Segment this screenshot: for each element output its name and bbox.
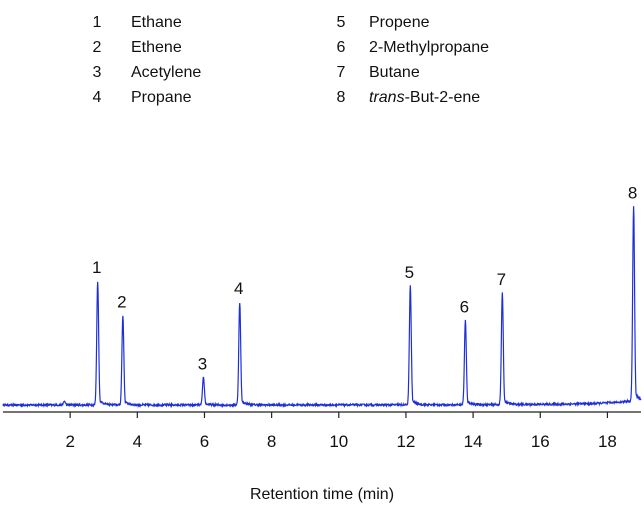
legend-name-text: 2-Methylpropane — [369, 39, 489, 56]
legend-name: Acetylene — [131, 64, 201, 81]
legend-name-text: Ethene — [131, 39, 182, 56]
x-tick-label: 6 — [200, 432, 209, 451]
legend-name-text: Propane — [131, 89, 192, 106]
legend-number: 8 — [337, 89, 346, 106]
x-axis-title: Retention time (min) — [250, 486, 394, 503]
legend-name-text: Propene — [369, 14, 430, 31]
peak-label-2: 2 — [117, 293, 126, 312]
legend-name: Ethene — [131, 39, 182, 56]
legend-number: 1 — [93, 14, 102, 31]
peak-label-3: 3 — [198, 355, 207, 374]
legend-name-text: -But-2-ene — [405, 89, 481, 106]
legend-name: Ethane — [131, 14, 182, 31]
legend-name-text: Butane — [369, 64, 420, 81]
legend-name-text: Ethane — [131, 14, 182, 31]
legend: 1 Ethane 2 Ethene 3 Acetylene 4 Propane 5 Propene… — [93, 14, 490, 106]
legend-name: Propane — [131, 89, 192, 106]
x-tick-label: 8 — [267, 432, 276, 451]
peak-label-7: 7 — [497, 270, 506, 289]
legend-name: Propene — [369, 14, 430, 31]
legend-name: 2-Methylpropane — [369, 39, 489, 56]
legend-name-text: Acetylene — [131, 64, 201, 81]
legend-number: 7 — [337, 64, 346, 81]
legend-number: 2 — [93, 39, 102, 56]
peak-label-1: 1 — [92, 258, 101, 277]
x-tick-label: 2 — [65, 432, 74, 451]
x-tick-label: 16 — [531, 432, 550, 451]
legend-name: trans-But-2-ene — [369, 89, 480, 106]
peak-label-4: 4 — [234, 279, 243, 298]
peak-label-6: 6 — [460, 297, 469, 316]
peak-label-5: 5 — [405, 263, 414, 282]
peak-labels: 12 3 4 5 6 7 8 — [92, 184, 637, 374]
legend-number: 4 — [93, 89, 102, 106]
x-tick-label: 10 — [329, 432, 348, 451]
x-tick-label: 12 — [396, 432, 415, 451]
legend-name: Butane — [369, 64, 420, 81]
x-tick-label: 18 — [598, 432, 617, 451]
legend-name-italic-prefix: trans — [369, 89, 405, 106]
chromatogram-trace — [2, 206, 642, 409]
peak-label-8: 8 — [628, 184, 637, 203]
x-axis-ticks: 2 4 6 8 10 12 14 16 18 — [65, 412, 617, 451]
legend-number: 6 — [337, 39, 346, 56]
x-tick-label: 14 — [464, 432, 483, 451]
legend-number: 5 — [337, 14, 346, 31]
legend-number: 3 — [93, 64, 102, 81]
x-tick-label: 4 — [133, 432, 142, 451]
